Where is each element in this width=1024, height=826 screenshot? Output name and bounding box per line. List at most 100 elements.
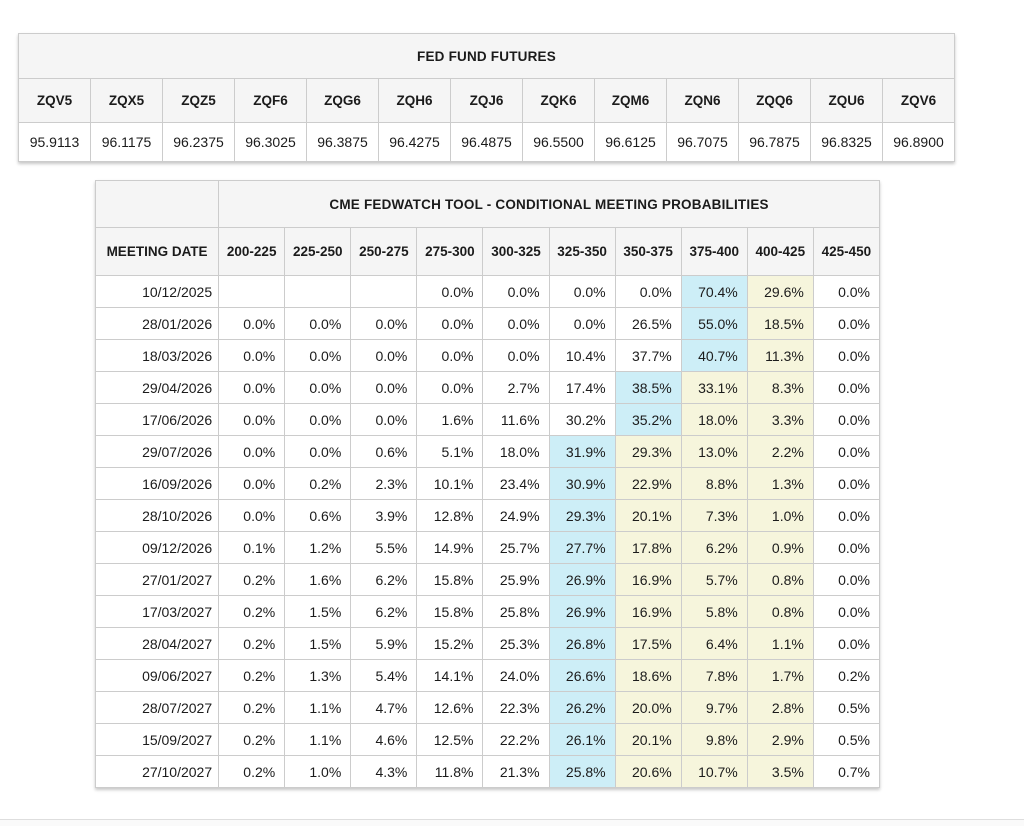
- probability-cell: 23.4%: [482, 467, 550, 500]
- probability-cell: 0.0%: [812, 307, 881, 340]
- probability-cell: 5.1%: [416, 435, 484, 468]
- probability-cell: 1.1%: [284, 723, 352, 756]
- rate-range-header: 275-300: [416, 227, 484, 276]
- meeting-date-cell: 28/10/2026: [94, 499, 220, 532]
- probability-cell: 0.6%: [284, 499, 352, 532]
- probability-cell: 0.0%: [218, 371, 286, 404]
- futures-symbol-header: ZQZ5: [162, 78, 235, 123]
- probability-cell: 12.8%: [416, 499, 484, 532]
- probability-cell: 0.0%: [548, 307, 616, 340]
- probability-cell: 0.2%: [284, 467, 352, 500]
- probability-cell: 0.0%: [350, 339, 418, 372]
- probability-cell: 21.3%: [482, 755, 550, 788]
- table-row: 27/10/2027 0.2% 1.0% 4.3% 11.8% 21.3% 25.8% 20.…: [94, 755, 881, 788]
- probability-cell: 0.0%: [812, 563, 881, 596]
- probability-cell: 26.5%: [614, 307, 682, 340]
- probability-cell: 20.1%: [614, 723, 682, 756]
- probability-cell: [218, 275, 286, 308]
- futures-price-cell: 96.1175: [90, 122, 163, 162]
- table-row: 28/10/2026 0.0% 0.6% 3.9% 12.8% 24.9% 29.3% 20.…: [94, 499, 881, 532]
- futures-symbol-header: ZQK6: [522, 78, 595, 123]
- probability-cell: 0.0%: [812, 467, 881, 500]
- probability-cell: 0.0%: [284, 403, 352, 436]
- probability-cell: 0.0%: [812, 595, 881, 628]
- probability-cell: 20.1%: [614, 499, 682, 532]
- probability-cell: 24.9%: [482, 499, 550, 532]
- probability-cell: 70.4%: [680, 275, 748, 308]
- futures-price-cell: 96.2375: [162, 122, 235, 162]
- rate-range-header: 250-275: [350, 227, 418, 276]
- meeting-date-cell: 17/06/2026: [94, 403, 220, 436]
- probability-cell: 12.6%: [416, 691, 484, 724]
- probability-cell: 22.9%: [614, 467, 682, 500]
- probability-cell: 20.6%: [614, 755, 682, 788]
- table-row: 18/03/2026 0.0% 0.0% 0.0% 0.0% 0.0% 10.4% 37.7%…: [94, 339, 881, 372]
- probability-cell: 30.2%: [548, 403, 616, 436]
- probability-cell: 15.8%: [416, 563, 484, 596]
- futures-symbol-header: ZQJ6: [450, 78, 523, 123]
- table-row: 28/04/2027 0.2% 1.5% 5.9% 15.2% 25.3% 26.8% 17.…: [94, 627, 881, 660]
- meeting-date-cell: 17/03/2027: [94, 595, 220, 628]
- probability-cell: 12.5%: [416, 723, 484, 756]
- probability-cell: 25.7%: [482, 531, 550, 564]
- futures-price-cell: 96.7875: [738, 122, 811, 162]
- probability-cell: 26.1%: [548, 723, 616, 756]
- probability-cell: 18.0%: [680, 403, 748, 436]
- probability-cell: 1.0%: [284, 755, 352, 788]
- probability-cell: 2.9%: [746, 723, 814, 756]
- probability-cell: 0.0%: [614, 275, 682, 308]
- probability-cell: 25.8%: [548, 755, 616, 788]
- probability-cell: 0.0%: [812, 531, 881, 564]
- table-row: 16/09/2026 0.0% 0.2% 2.3% 10.1% 23.4% 30.9% 22.…: [94, 467, 881, 500]
- probability-cell: 18.0%: [482, 435, 550, 468]
- probability-cell: 2.2%: [746, 435, 814, 468]
- probability-cell: 0.5%: [812, 723, 881, 756]
- table-row: 27/01/2027 0.2% 1.6% 6.2% 15.8% 25.9% 26.9% 16.…: [94, 563, 881, 596]
- futures-price-cell: 96.5500: [522, 122, 595, 162]
- probability-cell: 35.2%: [614, 403, 682, 436]
- probability-cell: 26.9%: [548, 595, 616, 628]
- probability-cell: 5.8%: [680, 595, 748, 628]
- probability-cell: 5.4%: [350, 659, 418, 692]
- probability-cell: 0.0%: [416, 307, 484, 340]
- probability-cell: 1.0%: [746, 499, 814, 532]
- probability-cell: 24.0%: [482, 659, 550, 692]
- probability-cell: 29.6%: [746, 275, 814, 308]
- meeting-date-cell: 09/12/2026: [94, 531, 220, 564]
- probability-cell: 0.9%: [746, 531, 814, 564]
- meeting-date-cell: 09/06/2027: [94, 659, 220, 692]
- futures-symbol-header: ZQV5: [18, 78, 91, 123]
- probability-cell: 2.3%: [350, 467, 418, 500]
- fedwatch-corner-cell: [94, 180, 220, 228]
- probability-cell: 18.5%: [746, 307, 814, 340]
- probability-cell: 0.0%: [482, 339, 550, 372]
- probability-cell: 0.0%: [350, 371, 418, 404]
- meeting-date-cell: 28/01/2026: [94, 307, 220, 340]
- probability-cell: 8.3%: [746, 371, 814, 404]
- probability-cell: 0.0%: [218, 339, 286, 372]
- rate-range-header: 325-350: [548, 227, 616, 276]
- meeting-date-cell: 18/03/2026: [94, 339, 220, 372]
- probability-cell: 0.0%: [218, 467, 286, 500]
- probability-cell: 26.6%: [548, 659, 616, 692]
- probability-cell: 0.6%: [350, 435, 418, 468]
- probability-cell: 5.7%: [680, 563, 748, 596]
- probability-cell: 1.5%: [284, 627, 352, 660]
- probability-cell: 0.8%: [746, 563, 814, 596]
- fed-fund-futures-table: FED FUND FUTURES ZQV5 ZQX5 ZQZ5 ZQF6 ZQG6 ZQH…: [18, 33, 955, 162]
- probability-cell: 0.2%: [218, 691, 286, 724]
- page-bottom-divider: [0, 819, 1024, 820]
- meeting-date-cell: 29/04/2026: [94, 371, 220, 404]
- probability-cell: 11.8%: [416, 755, 484, 788]
- probability-cell: 15.2%: [416, 627, 484, 660]
- probability-cell: 1.7%: [746, 659, 814, 692]
- probability-cell: 2.8%: [746, 691, 814, 724]
- probability-cell: 29.3%: [548, 499, 616, 532]
- probability-cell: 1.6%: [284, 563, 352, 596]
- probability-cell: 0.0%: [350, 307, 418, 340]
- probability-cell: 1.1%: [284, 691, 352, 724]
- futures-symbol-header: ZQM6: [594, 78, 667, 123]
- meeting-date-header: MEETING DATE: [94, 227, 220, 276]
- rate-range-header: 200-225: [218, 227, 286, 276]
- table-row: 09/06/2027 0.2% 1.3% 5.4% 14.1% 24.0% 26.6% 18.…: [94, 659, 881, 692]
